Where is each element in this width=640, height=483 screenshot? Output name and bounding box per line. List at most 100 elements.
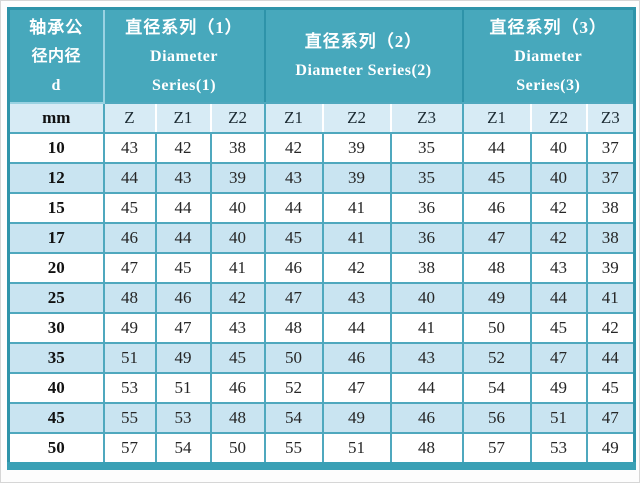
table-row: 30 49 47 43 48 44 41 50 45 42 (7, 312, 636, 344)
row-label-cell: 10 (7, 132, 105, 164)
value-cell: 53 (154, 402, 212, 434)
col-header-diameter-series-1-z2: Z2 (209, 103, 265, 134)
value-cell: 44 (529, 282, 588, 314)
value-cell: 45 (585, 372, 636, 404)
value-cell: 44 (321, 312, 392, 344)
value-cell: 45 (461, 162, 532, 194)
value-cell: 47 (263, 282, 324, 314)
value-cell: 44 (263, 192, 324, 224)
table-row: 50 57 54 50 55 51 48 57 53 49 (7, 432, 636, 467)
header-line: 直径系列（1） (125, 17, 243, 37)
value-cell: 51 (154, 372, 212, 404)
value-cell: 55 (263, 432, 324, 467)
value-cell: 49 (585, 432, 636, 467)
value-cell: 44 (461, 132, 532, 164)
subheader-row: mm Z Z1 Z2 Z1 Z2 Z3 Z1 Z2 Z3 (8, 103, 635, 134)
value-cell: 48 (209, 402, 266, 434)
value-cell: 48 (461, 252, 532, 284)
table-row: 45 55 53 48 54 49 46 56 51 47 (7, 402, 636, 434)
value-cell: 36 (389, 192, 464, 224)
col-header-diameter-series-2-z3: Z3 (389, 103, 463, 134)
value-cell: 45 (102, 192, 157, 224)
value-cell: 42 (529, 222, 588, 254)
value-cell: 40 (209, 222, 266, 254)
table-row: 20 47 45 41 46 42 38 48 43 39 (7, 252, 636, 284)
header-line: 径内径 (31, 47, 81, 65)
value-cell: 54 (154, 432, 212, 467)
value-cell: 54 (461, 372, 532, 404)
value-cell: 47 (321, 372, 392, 404)
row-label-cell: 25 (7, 282, 105, 314)
header-line: Diameter Series(2) (295, 62, 432, 79)
value-cell: 43 (529, 252, 588, 284)
value-cell: 37 (585, 132, 636, 164)
value-cell: 44 (585, 342, 636, 374)
col-header-diameter-series-3-z3: Z3 (585, 103, 635, 134)
value-cell: 45 (209, 342, 266, 374)
col-header-diameter-series-1-z1: Z1 (154, 103, 211, 134)
col-header-diameter-series-3-z2: Z2 (529, 103, 587, 134)
value-cell: 43 (154, 162, 212, 194)
value-cell: 42 (263, 132, 324, 164)
group-header-row: 轴承公 径内径 d 直径系列（1） Diameter Series(1) 直径系列（2）… (8, 8, 635, 104)
corner-header: 轴承公 径内径 d (8, 8, 105, 104)
value-cell: 35 (389, 162, 464, 194)
table-row: 12 44 43 39 43 39 35 45 40 37 (7, 162, 636, 194)
header-line: 直径系列（3） (489, 17, 608, 37)
value-cell: 41 (209, 252, 266, 284)
value-cell: 49 (102, 312, 157, 344)
value-cell: 40 (529, 132, 588, 164)
table-header: 轴承公 径内径 d 直径系列（1） Diameter Series(1) 直径系列（2）… (8, 8, 635, 134)
row-label-cell: 20 (7, 252, 105, 284)
col-header-diameter-series-3-z1: Z1 (461, 103, 531, 134)
group-header-series-1: 直径系列（1） Diameter Series(1) (102, 8, 265, 104)
value-cell: 36 (389, 222, 464, 254)
value-cell: 44 (154, 222, 212, 254)
value-cell: 49 (461, 282, 532, 314)
value-cell: 45 (154, 252, 212, 284)
value-cell: 42 (529, 192, 588, 224)
value-cell: 38 (209, 132, 266, 164)
col-header-diameter-series-1-z: Z (102, 103, 156, 134)
value-cell: 46 (154, 282, 212, 314)
value-cell: 39 (321, 132, 392, 164)
header-line: Diameter (514, 47, 583, 65)
row-label-cell: 45 (7, 402, 105, 434)
value-cell: 35 (389, 132, 464, 164)
value-cell: 41 (321, 222, 392, 254)
value-cell: 52 (461, 342, 532, 374)
table-row: 10 43 42 38 42 39 35 44 40 37 (7, 132, 636, 164)
header-line: 直径系列（2） (304, 32, 423, 51)
bearing-diameter-series-table: 轴承公 径内径 d 直径系列（1） Diameter Series(1) 直径系列（2）… (7, 7, 637, 470)
value-cell: 53 (102, 372, 157, 404)
value-cell: 42 (209, 282, 266, 314)
table-row: 40 53 51 46 52 47 44 54 49 45 (7, 372, 636, 404)
value-cell: 47 (461, 222, 532, 254)
value-cell: 46 (263, 252, 324, 284)
value-cell: 47 (154, 312, 212, 344)
value-cell: 51 (321, 432, 392, 467)
row-label-cell: 50 (7, 432, 105, 467)
value-cell: 46 (209, 372, 266, 404)
table-row: 25 48 46 42 47 43 40 49 44 41 (7, 282, 636, 314)
value-cell: 52 (263, 372, 324, 404)
header-line: Diameter (150, 47, 218, 65)
value-cell: 43 (102, 132, 157, 164)
value-cell: 41 (585, 282, 636, 314)
row-label-cell: 12 (7, 162, 105, 194)
value-cell: 43 (321, 282, 392, 314)
value-cell: 51 (529, 402, 588, 434)
value-cell: 54 (263, 402, 324, 434)
value-cell: 44 (102, 162, 157, 194)
value-cell: 42 (585, 312, 636, 344)
value-cell: 41 (389, 312, 464, 344)
value-cell: 46 (461, 192, 532, 224)
col-header-diameter-series-2-z1: Z1 (263, 103, 323, 134)
value-cell: 50 (461, 312, 532, 344)
group-header-series-2: 直径系列（2） Diameter Series(2) (263, 8, 463, 104)
unit-header: mm (8, 103, 105, 134)
value-cell: 44 (389, 372, 464, 404)
table-body: 10 43 42 38 42 39 35 44 40 37 12 44 43 39 43 39 35 45 40 37… (7, 132, 636, 467)
table-row: 15 45 44 40 44 41 36 46 42 38 (7, 192, 636, 224)
